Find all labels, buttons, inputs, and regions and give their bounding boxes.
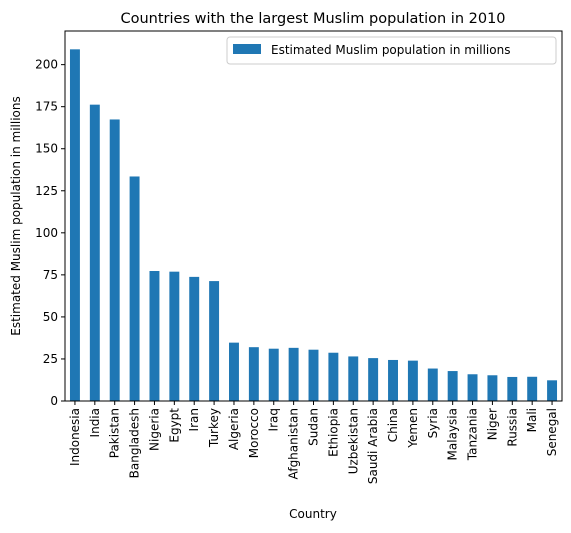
x-tick-label: Turkey: [207, 408, 221, 448]
x-tick-label: Algeria: [227, 408, 241, 450]
chart-title: Countries with the largest Muslim popula…: [120, 11, 505, 27]
x-tick-label: Morocco: [247, 408, 261, 458]
x-tick-label: Tanzania: [466, 408, 480, 461]
x-tick-label: Indonesia: [68, 408, 82, 466]
bar: [388, 360, 398, 401]
x-tick-label: China: [386, 408, 400, 442]
bar: [348, 356, 358, 401]
bar: [468, 374, 478, 401]
x-axis: Indonesia India Pakistan Bangladesh Nigeria E…: [68, 401, 559, 484]
x-tick-label: Egypt: [167, 408, 181, 443]
bar: [448, 371, 458, 401]
bar: [328, 353, 338, 401]
bar: [547, 380, 557, 401]
bar: [289, 348, 299, 401]
x-tick-label: Iraq: [267, 408, 281, 431]
x-tick-label: Uzbekistan: [346, 408, 360, 474]
bar: [229, 343, 239, 401]
y-tick-label: 50: [43, 310, 58, 324]
bar: [309, 350, 319, 401]
x-tick-label: Yemen: [406, 408, 420, 449]
x-tick-label: Saudi Arabia: [366, 408, 380, 484]
y-axis: 0 25 50 75 100 125 150 175 200: [35, 58, 65, 408]
y-tick-label: 200: [35, 58, 58, 72]
x-tick-label: Ethiopia: [326, 408, 340, 457]
legend: Estimated Muslim population in millions: [227, 37, 556, 64]
x-tick-label: Afghanistan: [287, 408, 301, 479]
y-tick-label: 175: [35, 100, 58, 114]
bar: [169, 272, 179, 401]
x-tick-label: Russia: [505, 408, 519, 447]
bar: [428, 369, 438, 401]
y-tick-label: 0: [50, 394, 58, 408]
bar: [487, 375, 497, 401]
x-tick-label: Sudan: [307, 408, 321, 446]
x-tick-label: Iran: [187, 408, 201, 431]
x-tick-label: Senegal: [545, 408, 559, 456]
bar: [527, 377, 537, 401]
legend-swatch: [233, 44, 261, 54]
x-tick-label: Bangladesh: [128, 408, 142, 478]
bar: [70, 49, 80, 401]
y-tick-label: 25: [43, 352, 58, 366]
y-tick-label: 75: [43, 268, 58, 282]
bar: [507, 377, 517, 401]
legend-label: Estimated Muslim population in millions: [271, 43, 510, 57]
bar: [408, 361, 418, 401]
bar: [130, 176, 140, 401]
y-axis-title: Estimated Muslim population in millions: [9, 96, 23, 335]
y-tick-label: 125: [35, 184, 58, 198]
x-tick-label: India: [88, 408, 102, 437]
y-tick-label: 100: [35, 226, 58, 240]
bar: [249, 347, 259, 401]
x-tick-label: Mali: [525, 408, 539, 432]
x-axis-title: Country: [289, 507, 337, 521]
y-tick-label: 150: [35, 142, 58, 156]
bar: [368, 358, 378, 401]
bar: [189, 277, 199, 401]
bar: [209, 281, 219, 401]
x-tick-label: Niger: [485, 408, 499, 440]
x-tick-label: Pakistan: [108, 408, 122, 458]
bar: [149, 271, 159, 401]
x-tick-label: Malaysia: [446, 408, 460, 460]
x-tick-label: Nigeria: [147, 408, 161, 451]
bars-layer: [70, 49, 557, 401]
bar: [90, 105, 100, 401]
bar: [110, 119, 120, 401]
bar: [269, 349, 279, 401]
x-tick-label: Syria: [426, 408, 440, 438]
